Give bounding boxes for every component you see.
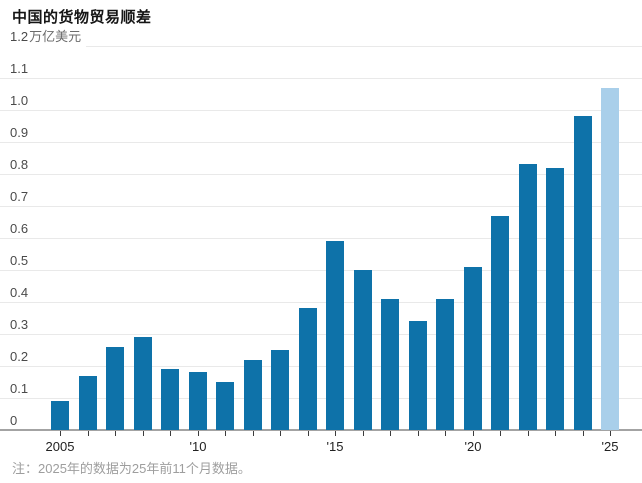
bar-2012 bbox=[244, 359, 262, 430]
x-axis-tick-label: '20 bbox=[464, 439, 482, 454]
y-axis-tick-label: 0.9 bbox=[10, 125, 29, 140]
x-axis-tick-label: 2005 bbox=[45, 439, 75, 454]
x-axis-tick-label: '15 bbox=[326, 439, 344, 454]
bar-2009 bbox=[161, 369, 179, 430]
y-axis-tick-label: 0.5 bbox=[10, 253, 29, 268]
bar-2025 bbox=[601, 87, 619, 430]
x-axis-tick bbox=[500, 431, 501, 436]
gridline-y bbox=[0, 110, 642, 111]
gridline-y bbox=[0, 302, 642, 303]
x-axis-tick bbox=[583, 431, 584, 436]
x-axis-tick bbox=[280, 431, 281, 436]
bar-2020 bbox=[464, 266, 482, 430]
x-axis-tick bbox=[473, 431, 474, 436]
x-axis-tick bbox=[308, 431, 309, 436]
bar-2022 bbox=[519, 164, 537, 430]
y-axis-tick-label: 1.0 bbox=[10, 93, 29, 108]
y-axis-tick-label: 0.1 bbox=[10, 381, 29, 396]
y-axis-tick-label: 1.1 bbox=[10, 61, 29, 76]
x-axis-tick bbox=[610, 431, 611, 436]
x-axis-tick bbox=[555, 431, 556, 436]
y-axis-unit-label: 万亿美元 bbox=[29, 29, 82, 44]
footnote: 注：2025年的数据为25年前11个月数据。 bbox=[12, 461, 251, 476]
y-axis-tick-label: 0 bbox=[10, 413, 18, 428]
gridline-y bbox=[0, 174, 642, 175]
x-axis-tick bbox=[390, 431, 391, 436]
bar-2007 bbox=[106, 346, 124, 430]
y-axis-tick-label: 0.8 bbox=[10, 157, 29, 172]
y-axis-tick-label: 0.6 bbox=[10, 221, 29, 236]
bar-2023 bbox=[546, 167, 564, 430]
bar-2017 bbox=[381, 298, 399, 430]
gridline-y bbox=[0, 78, 642, 79]
y-axis-tick-label: 1.2万亿美元 bbox=[10, 29, 82, 44]
x-axis-tick bbox=[335, 431, 336, 436]
bar-2021 bbox=[491, 215, 509, 430]
bar-2015 bbox=[326, 241, 344, 430]
bar-2014 bbox=[299, 308, 317, 430]
bar-2005 bbox=[51, 401, 69, 430]
gridline-y bbox=[0, 270, 642, 271]
gridline-y bbox=[86, 46, 642, 47]
bar-2008 bbox=[134, 337, 152, 430]
x-axis-tick bbox=[253, 431, 254, 436]
chart-title: 中国的货物贸易顺差 bbox=[12, 9, 152, 26]
bar-2006 bbox=[79, 375, 97, 430]
x-axis-tick bbox=[445, 431, 446, 436]
x-axis-tick bbox=[170, 431, 171, 436]
y-axis-tick-label: 0.3 bbox=[10, 317, 29, 332]
gridline-y bbox=[0, 206, 642, 207]
bar-2010 bbox=[189, 372, 207, 430]
x-axis-tick bbox=[198, 431, 199, 436]
y-axis-tick-label: 0.2 bbox=[10, 349, 29, 364]
x-axis-line bbox=[0, 429, 642, 431]
x-axis-tick bbox=[115, 431, 116, 436]
bar-2018 bbox=[409, 321, 427, 430]
x-axis-tick bbox=[88, 431, 89, 436]
gridline-y bbox=[0, 142, 642, 143]
bar-2016 bbox=[354, 270, 372, 430]
gridline-y bbox=[0, 238, 642, 239]
x-axis-tick bbox=[363, 431, 364, 436]
x-axis-tick bbox=[143, 431, 144, 436]
gridline-y bbox=[0, 366, 642, 367]
gridline-y bbox=[0, 398, 642, 399]
x-axis-tick bbox=[418, 431, 419, 436]
bar-2019 bbox=[436, 298, 454, 430]
y-axis-tick-label: 0.4 bbox=[10, 285, 29, 300]
bar-2024 bbox=[574, 116, 592, 430]
gridline-y bbox=[0, 334, 642, 335]
x-axis-tick bbox=[60, 431, 61, 436]
y-axis-tick-label: 0.7 bbox=[10, 189, 29, 204]
bar-2013 bbox=[271, 350, 289, 430]
x-axis-tick-label: '25 bbox=[601, 439, 619, 454]
bar-2011 bbox=[216, 382, 234, 430]
x-axis-tick-label: '10 bbox=[189, 439, 207, 454]
x-axis-tick bbox=[528, 431, 529, 436]
x-axis-tick bbox=[225, 431, 226, 436]
